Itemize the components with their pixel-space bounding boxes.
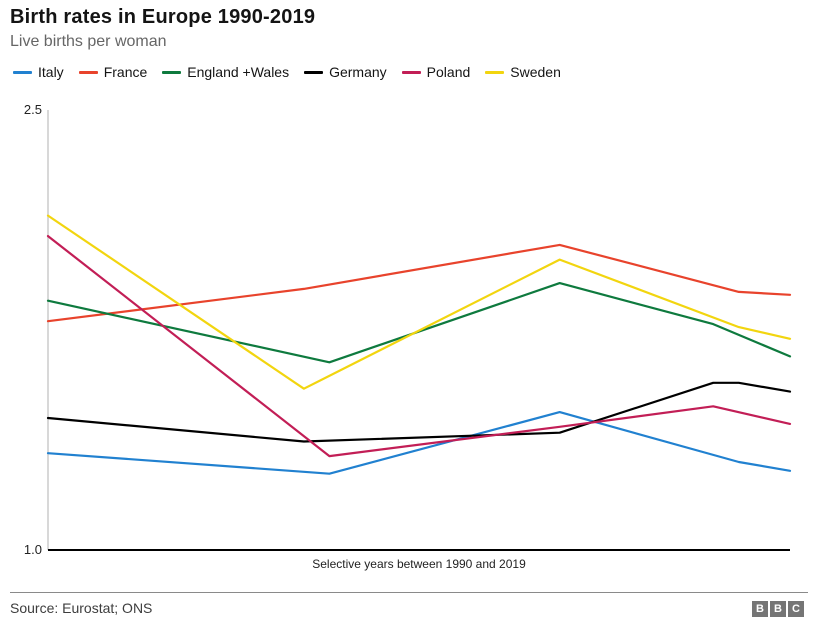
legend-label-sweden: Sweden (510, 64, 561, 80)
page-title: Birth rates in Europe 1990-2019 (10, 6, 316, 28)
legend-swatch-france (78, 70, 98, 74)
legend: Italy France England +Wales Germany Poland Sw… (13, 64, 561, 80)
legend-swatch-sweden (485, 70, 505, 74)
legend-item-france: France (78, 64, 148, 80)
legend-swatch-italy (13, 70, 32, 74)
legend-swatch-poland (401, 70, 421, 74)
series-line-sweden (46, 214, 792, 390)
page-subtitle: Live births per woman (10, 33, 167, 50)
legend-label-england-wales: England +Wales (187, 64, 290, 80)
legend-item-poland: Poland (401, 64, 471, 80)
legend-swatch-germany (304, 70, 324, 74)
bbc-logo-letter-3: C (788, 601, 804, 617)
series-group (46, 214, 792, 475)
legend-swatch-england-wales (162, 70, 182, 74)
source-text: Source: Eurostat; ONS (10, 600, 153, 616)
series-line-poland (46, 235, 792, 458)
series-line-italy (46, 411, 792, 475)
legend-label-germany: Germany (329, 64, 387, 80)
legend-item-germany: Germany (304, 64, 387, 80)
legend-label-france: France (103, 64, 148, 80)
footer-divider (10, 592, 808, 593)
legend-label-poland: Poland (426, 64, 471, 80)
legend-label-italy: Italy (38, 64, 64, 80)
legend-item-england-wales: England +Wales (162, 64, 289, 80)
series-line-france (46, 243, 792, 323)
bbc-logo-letter-2: B (770, 601, 786, 617)
x-axis-label: Selective years between 1990 and 2019 (312, 557, 526, 571)
legend-item-sweden: Sweden (485, 64, 561, 80)
y-axis-tick-bottom: 1.0 (23, 542, 42, 557)
y-axis-tick-top: 2.5 (23, 102, 42, 117)
legend-item-italy: Italy (13, 64, 64, 80)
series-line-germany (46, 381, 792, 443)
bbc-logo-letter-1: B (752, 601, 768, 617)
